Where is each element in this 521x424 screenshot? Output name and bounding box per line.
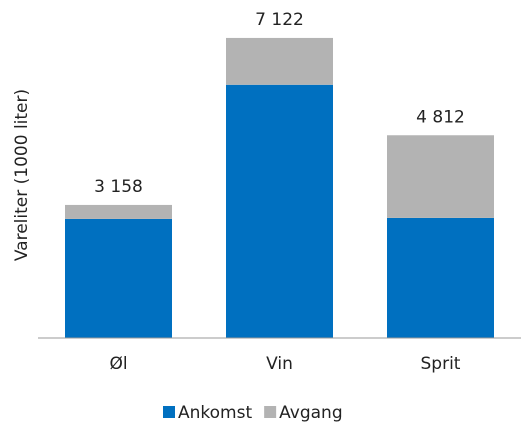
bar-segment (65, 218, 172, 338)
legend-label: Avgang (279, 403, 342, 423)
bar-segment (387, 135, 494, 218)
legend-label: Ankomst (178, 403, 252, 423)
bar-segment (226, 37, 333, 85)
bar-segment (65, 204, 172, 219)
x-tick-label: Vin (266, 354, 293, 374)
bar-segment (387, 217, 494, 338)
total-label: 3 158 (94, 177, 143, 197)
bar-segment (226, 84, 333, 339)
y-axis-title: Vareliter (1000 liter) (12, 89, 32, 261)
x-tick-label: Sprit (421, 354, 461, 374)
total-label: 4 812 (416, 107, 465, 127)
x-tick-label: Øl (109, 354, 127, 374)
legend-swatch (163, 406, 175, 418)
legend-swatch (264, 406, 277, 418)
total-label: 7 122 (255, 10, 304, 30)
